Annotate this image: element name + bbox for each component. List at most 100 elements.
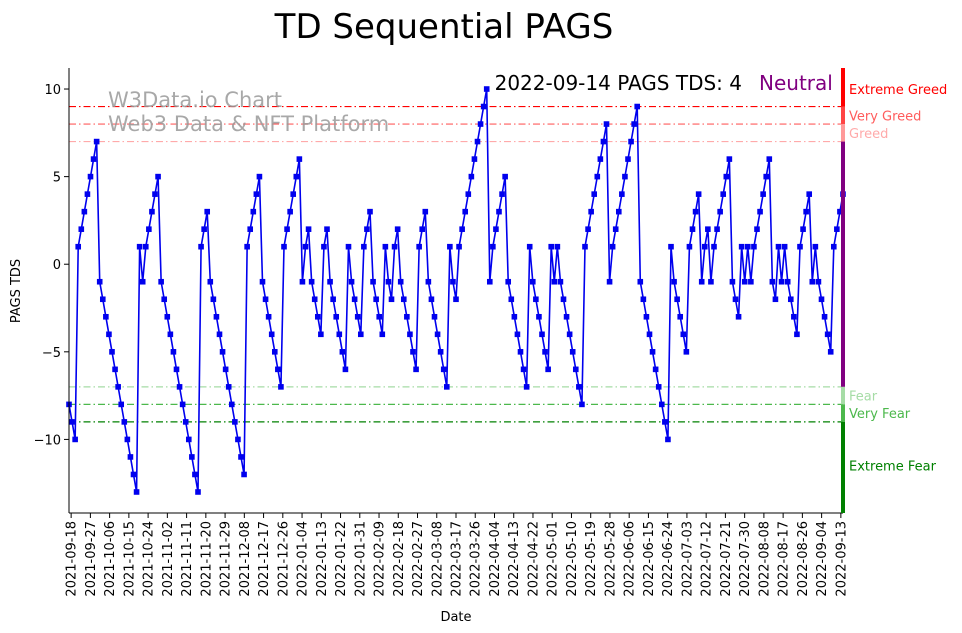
data-point-230: [772, 296, 779, 303]
data-point-82: [318, 331, 324, 338]
data-point-133: [474, 138, 481, 145]
data-point-202: [686, 243, 693, 250]
data-point-23: [136, 243, 143, 250]
data-point-40: [189, 454, 195, 460]
x-tick-label-31: 2022-06-24: [661, 521, 676, 597]
data-point-148: [520, 366, 527, 373]
series-layer: [66, 86, 846, 495]
data-point-81: [314, 313, 321, 320]
data-point-215: [726, 156, 733, 162]
data-point-28: [152, 191, 158, 197]
data-point-114: [416, 243, 422, 250]
data-point-213: [720, 191, 727, 197]
data-point-115: [419, 226, 426, 232]
data-point-101: [376, 313, 383, 320]
x-tick-label-18: 2022-02-27: [411, 521, 426, 597]
data-point-94: [354, 313, 361, 320]
data-point-92: [348, 278, 355, 285]
data-point-199: [677, 313, 684, 320]
data-point-57: [241, 471, 247, 478]
data-point-12: [103, 313, 109, 320]
data-point-237: [794, 331, 800, 338]
x-tick-label-5: 2021-11-02: [161, 521, 176, 597]
side-bar-segment-4: [841, 386, 845, 405]
data-point-216: [729, 278, 736, 285]
data-point-43: [198, 243, 204, 250]
data-point-65: [265, 313, 272, 320]
data-point-47: [210, 296, 217, 303]
data-point-155: [542, 349, 548, 355]
data-point-109: [400, 296, 407, 303]
data-point-27: [149, 208, 155, 215]
data-point-8: [90, 156, 97, 162]
data-point-39: [185, 436, 192, 443]
data-point-193: [658, 401, 665, 408]
watermark-line-2: Web3 Data & NFT Platform: [108, 112, 389, 136]
latest-value-annotation: 2022-09-14 PAGS TDS: 4: [495, 71, 742, 95]
x-tick-label-20: 2022-03-17: [450, 521, 465, 597]
data-point-69: [278, 384, 284, 390]
data-point-209: [708, 278, 714, 285]
data-point-59: [247, 226, 254, 232]
data-point-5: [81, 208, 88, 215]
x-tick-label-0: 2021-09-18: [65, 521, 80, 597]
data-point-113: [413, 366, 419, 373]
x-tick-label-30: 2022-06-15: [642, 521, 657, 597]
side-bar-segment-2: [841, 124, 845, 142]
data-point-9: [93, 138, 100, 145]
x-tick-label-19: 2022-03-08: [430, 521, 445, 597]
x-tick-label-25: 2022-05-01: [546, 521, 561, 597]
x-tick-label-7: 2021-11-20: [199, 521, 214, 597]
axes: 10 5 0 −5 −10 2021-09-18 2021-09-27 2021-10-06 2…: [34, 68, 849, 597]
data-point-3: [75, 243, 82, 250]
data-point-179: [615, 208, 622, 215]
sentiment-side-bar: [841, 68, 845, 513]
data-point-88: [336, 331, 343, 338]
data-point-232: [778, 278, 785, 285]
x-tick-label-3: 2021-10-15: [122, 521, 137, 597]
data-point-138: [490, 243, 496, 250]
side-bar-segment-1: [841, 106, 845, 125]
data-point-161: [560, 296, 567, 303]
data-point-196: [668, 243, 674, 250]
data-point-158: [551, 278, 558, 285]
data-point-198: [674, 296, 680, 303]
data-point-249: [830, 243, 837, 250]
data-point-33: [167, 331, 174, 338]
y-tick-label-1: 5: [53, 171, 61, 186]
x-tick-label-14: 2022-01-22: [334, 521, 349, 597]
sentiment-status: Neutral: [759, 71, 833, 95]
data-point-183: [628, 138, 634, 145]
data-point-154: [539, 331, 545, 338]
data-point-74: [293, 173, 300, 180]
data-point-125: [450, 278, 456, 285]
data-point-219: [738, 243, 745, 250]
data-point-201: [683, 349, 690, 355]
side-bar-segment-5: [841, 404, 845, 422]
data-point-18: [121, 419, 128, 425]
data-point-56: [238, 454, 244, 460]
data-point-66: [268, 331, 275, 338]
x-tick-label-39: 2022-09-04: [815, 521, 830, 597]
data-point-30: [158, 278, 164, 285]
data-point-172: [594, 173, 601, 180]
data-point-149: [523, 384, 530, 390]
data-point-191: [652, 366, 659, 373]
x-tick-label-40: 2022-09-13: [834, 521, 849, 597]
data-point-116: [422, 208, 429, 215]
data-point-14: [109, 349, 115, 355]
data-point-189: [646, 331, 653, 338]
data-point-180: [619, 191, 625, 197]
data-point-120: [434, 331, 441, 338]
data-point-251: [837, 208, 843, 215]
data-point-51: [222, 366, 229, 373]
data-point-176: [606, 278, 613, 285]
x-tick-label-29: 2022-06-06: [623, 521, 638, 597]
side-label-1: Very Greed: [849, 109, 921, 124]
data-point-60: [250, 208, 257, 215]
data-point-153: [536, 313, 542, 320]
data-point-55: [235, 436, 241, 443]
data-point-186: [637, 278, 644, 285]
x-tick-label-36: 2022-08-08: [757, 521, 772, 597]
